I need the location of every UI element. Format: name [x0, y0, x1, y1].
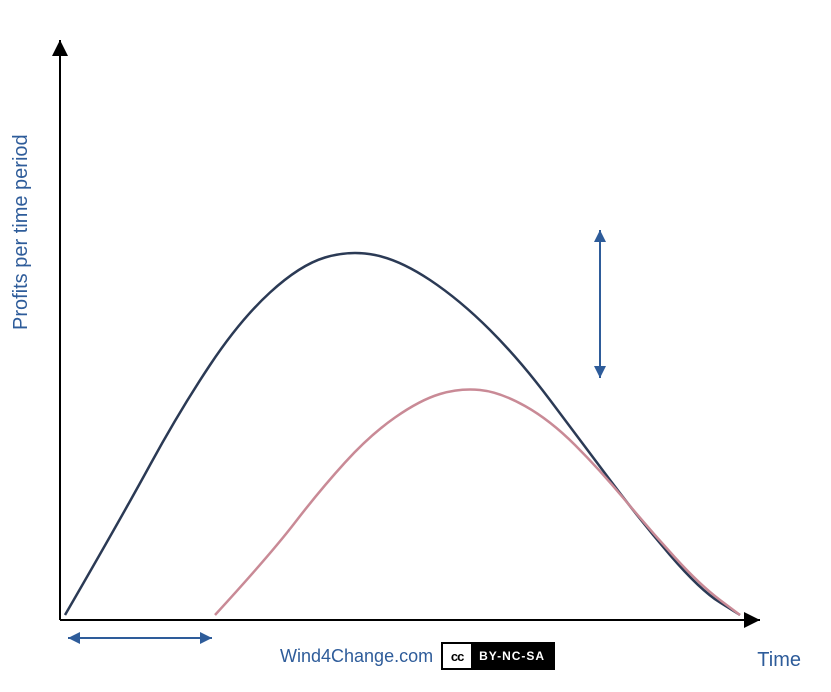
cc-license-badge: cc BY-NC-SA [441, 642, 555, 670]
follower-curve [215, 390, 740, 616]
chart-svg [0, 0, 831, 692]
leader-curve [65, 253, 740, 615]
attribution-text: Wind4Change.com [280, 646, 433, 667]
attribution: Wind4Change.com cc BY-NC-SA [280, 642, 555, 670]
x-axis-label: Time [757, 649, 801, 672]
chart-container: Profits per time period Time Wind4Change… [0, 0, 831, 692]
y-axis-label: Profits per time period [10, 134, 33, 330]
cc-icon: cc [443, 644, 471, 668]
cc-license-text: BY-NC-SA [471, 644, 553, 668]
